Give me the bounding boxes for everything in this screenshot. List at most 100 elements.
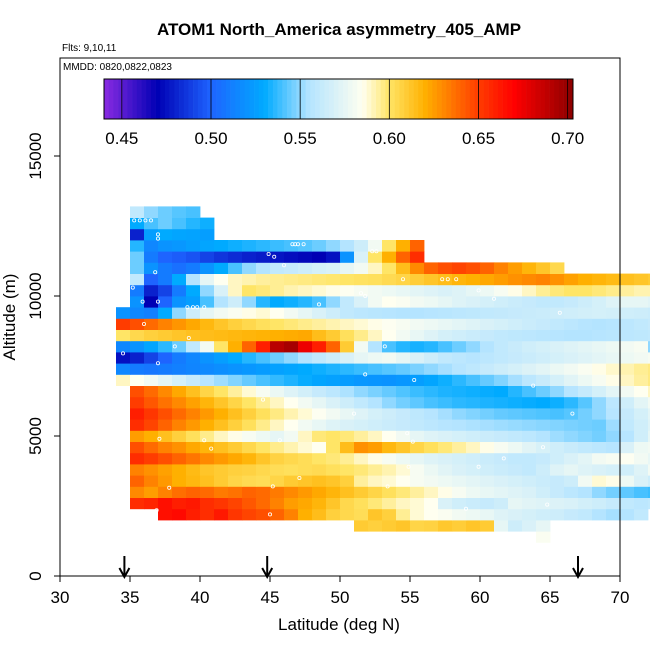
heatmap-cell	[270, 251, 285, 263]
heatmap-cell	[228, 318, 243, 330]
heatmap-cell	[256, 441, 271, 454]
heatmap-cell	[284, 329, 299, 342]
y-tick-label: 10000	[26, 272, 45, 319]
heatmap-cell	[578, 284, 593, 297]
heatmap-cell	[634, 385, 649, 398]
heatmap-cell	[536, 262, 551, 274]
heatmap-cell	[606, 340, 621, 353]
heatmap-cell	[186, 307, 201, 319]
heatmap-cell	[564, 329, 579, 342]
colorbar-segment	[479, 79, 485, 119]
heatmap-cell	[368, 273, 383, 286]
sample-point	[363, 293, 368, 298]
heatmap-cell	[424, 452, 439, 465]
heatmap-cell	[214, 262, 229, 274]
heatmap-cell	[368, 284, 383, 297]
heatmap-cell	[564, 307, 579, 319]
heatmap-cell	[424, 475, 439, 487]
heatmap-cell	[452, 464, 467, 476]
heatmap-cell	[522, 430, 537, 442]
heatmap-cell	[480, 520, 495, 532]
heatmap-cell	[550, 352, 565, 364]
heatmap-cell	[214, 284, 229, 297]
heatmap-cell	[214, 396, 229, 409]
y-axis-title: Altitude (m)	[0, 274, 19, 361]
colorbar-segment	[141, 79, 147, 119]
colorbar-segment	[446, 79, 452, 119]
heatmap-cell	[200, 497, 215, 510]
heatmap-cell	[354, 508, 369, 521]
heatmap-cell	[144, 329, 159, 342]
colorbar-tick-label: 0.60	[373, 129, 406, 148]
sample-point	[209, 446, 214, 451]
colorbar-segment	[512, 79, 518, 119]
heatmap-cell	[536, 352, 551, 364]
heatmap-cell	[214, 497, 229, 510]
heatmap-cell	[438, 497, 453, 510]
heatmap-cell	[172, 441, 187, 454]
heatmap-cell	[592, 374, 607, 386]
heatmap-cell	[242, 441, 257, 454]
heatmap-cell	[382, 419, 397, 431]
heatmap-cell	[508, 273, 523, 286]
colorbar-segment	[277, 79, 283, 119]
heatmap-cell	[648, 396, 650, 409]
heatmap-cell	[172, 296, 187, 308]
heatmap-cell	[494, 340, 509, 353]
colorbar-segment	[160, 79, 166, 119]
heatmap-cell	[452, 520, 467, 532]
heatmap-cell	[200, 329, 215, 342]
heatmap-cell	[522, 374, 537, 386]
heatmap-cells	[116, 206, 650, 543]
colorbar-segment	[483, 79, 489, 119]
sample-point	[476, 464, 481, 469]
heatmap-cell	[508, 408, 523, 420]
sample-point	[272, 254, 277, 259]
heatmap-cell	[172, 318, 187, 330]
colorbar-segment	[188, 79, 194, 119]
heatmap-cell	[578, 419, 593, 431]
sample-point	[154, 508, 159, 513]
heatmap-cell	[326, 464, 341, 476]
heatmap-cell	[480, 374, 495, 386]
heatmap-cell	[592, 419, 607, 431]
heatmap-cell	[382, 273, 397, 286]
heatmap-cell	[186, 273, 201, 286]
heatmap-cell	[494, 430, 509, 442]
heatmap-cell	[186, 318, 201, 330]
heatmap-cell	[424, 497, 439, 510]
heatmap-cell	[382, 497, 397, 510]
heatmap-cell	[158, 497, 173, 510]
heatmap-cell	[634, 475, 649, 487]
heatmap-cell	[522, 497, 537, 510]
heatmap-cell	[256, 251, 271, 263]
heatmap-cell	[536, 452, 551, 465]
heatmap-cell	[270, 307, 285, 319]
heatmap-cell	[242, 396, 257, 409]
heatmap-cell	[578, 352, 593, 364]
colorbar-segment	[315, 79, 321, 119]
heatmap-cell	[312, 374, 327, 386]
heatmap-cell	[270, 497, 285, 510]
heatmap-cell	[536, 497, 551, 510]
heatmap-cell	[382, 340, 397, 353]
heatmap-cell	[620, 408, 635, 420]
sample-point	[155, 236, 160, 241]
heatmap-cell	[326, 508, 341, 521]
heatmap-cell	[200, 475, 215, 487]
heatmap-cell	[144, 206, 159, 218]
heatmap-cell	[508, 374, 523, 386]
heatmap-cell	[214, 441, 229, 454]
heatmap-cell	[592, 497, 607, 510]
heatmap-cell	[270, 318, 285, 330]
heatmap-cell	[410, 486, 425, 498]
heatmap-cell	[634, 452, 649, 465]
heatmap-cell	[200, 363, 215, 375]
heatmap-cell	[480, 475, 495, 487]
colorbar-tick-label: 0.70	[551, 129, 584, 148]
colorbar-segment	[150, 79, 156, 119]
heatmap-cell	[620, 273, 635, 286]
heatmap-cell	[172, 430, 187, 442]
heatmap-cell	[284, 419, 299, 431]
heatmap-cell	[410, 240, 425, 252]
